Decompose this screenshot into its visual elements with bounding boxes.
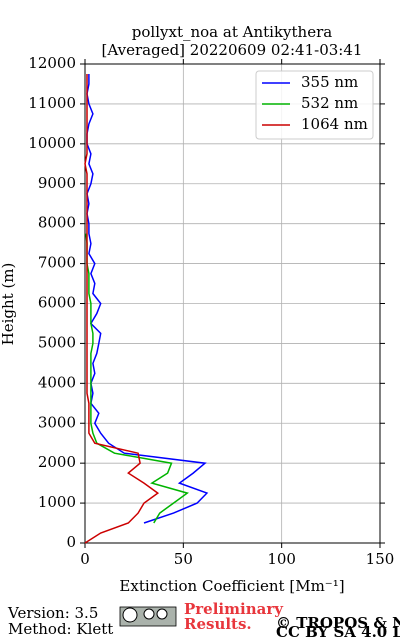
method: Method: Klett — [8, 620, 113, 638]
y-tick-label: 2000 — [38, 453, 76, 471]
y-tick-label: 0 — [66, 533, 76, 551]
y-tick-label: 7000 — [38, 254, 76, 272]
y-tick-label: 12000 — [28, 54, 76, 72]
profile-line — [84, 74, 160, 544]
preliminary: Preliminary — [184, 600, 284, 618]
y-tick-label: 4000 — [38, 373, 76, 391]
chart-subtitle: [Averaged] 20220609 02:41-03:41 — [102, 41, 363, 59]
copyright: © TROPOS & NOA 2022. — [276, 614, 400, 632]
y-tick-label: 1000 — [38, 493, 76, 511]
chart-title: pollyxt_noa at Antikythera — [132, 23, 332, 41]
legend-label: 355 nm — [301, 73, 358, 91]
legend-label: 1064 nm — [301, 115, 368, 133]
profile-line — [85, 233, 189, 524]
legend-box — [255, 70, 374, 140]
x-tick-label: 100 — [267, 550, 296, 568]
y-tick-label: 11000 — [28, 94, 76, 112]
legend-label: 532 nm — [301, 94, 358, 112]
y-tick-label: 3000 — [38, 413, 76, 431]
y-tick-label: 9000 — [38, 174, 76, 192]
y-axis-label: Height (m) — [0, 263, 17, 346]
x-tick-label: 150 — [366, 550, 395, 568]
x-tick-label: 50 — [174, 550, 193, 568]
copyright: CC BY SA 4.0 License. — [276, 623, 400, 640]
y-tick-label: 5000 — [38, 333, 76, 351]
preliminary: Results. — [184, 615, 252, 633]
cc-badge — [119, 606, 177, 627]
x-tick-label: 0 — [80, 550, 90, 568]
profile-line — [86, 74, 209, 524]
y-tick-label: 6000 — [38, 294, 76, 312]
y-tick-label: 10000 — [28, 134, 76, 152]
y-tick-label: 8000 — [38, 214, 76, 232]
version: Version: 3.5 — [7, 604, 98, 622]
plot-frame — [84, 63, 381, 544]
x-axis-label: Extinction Coefficient [Mm⁻¹] — [119, 577, 344, 595]
